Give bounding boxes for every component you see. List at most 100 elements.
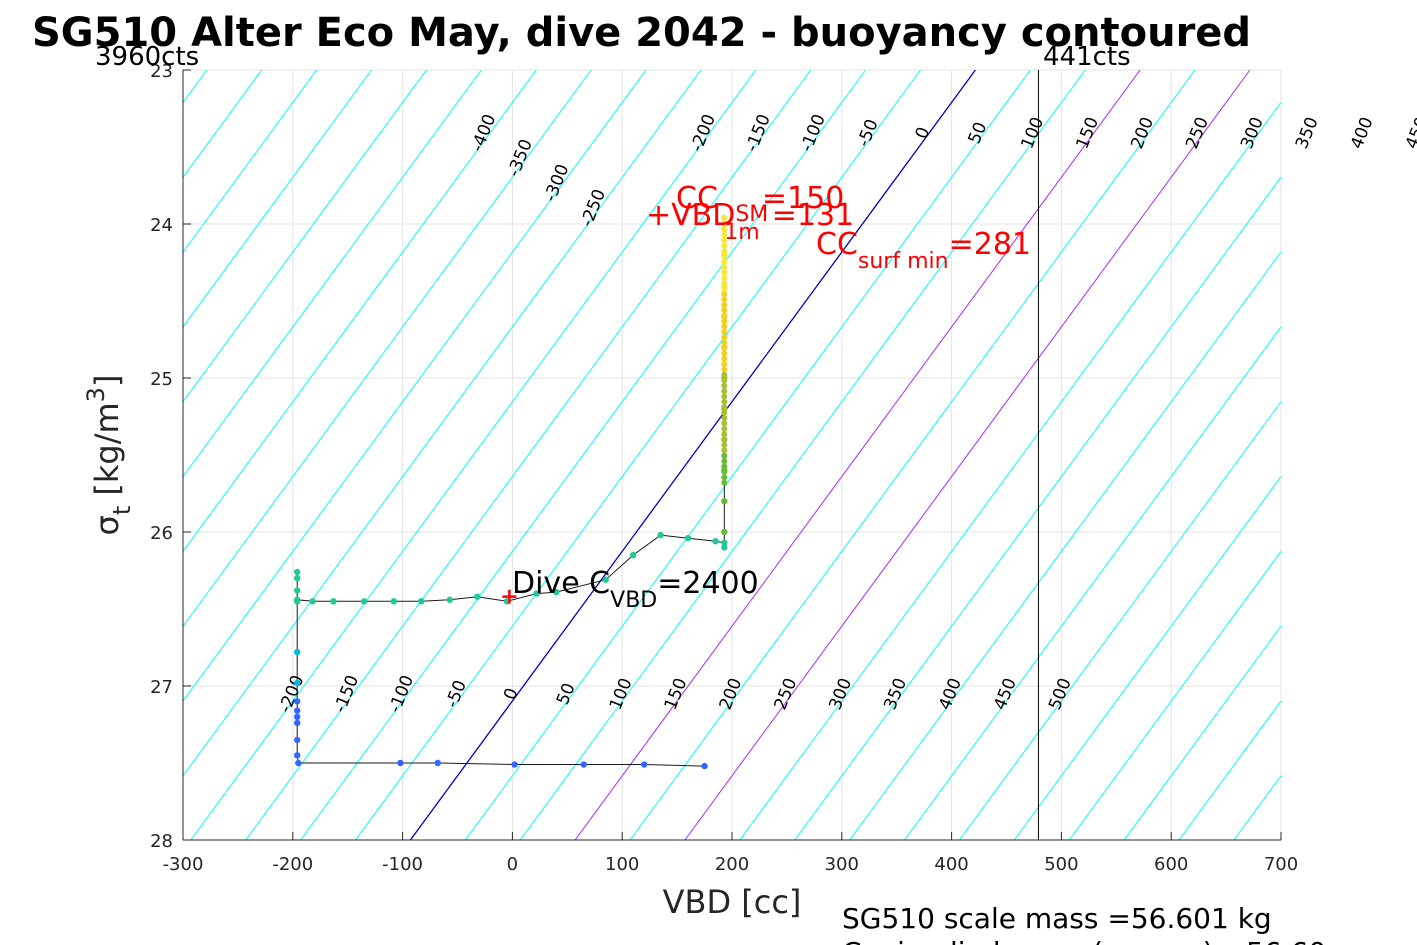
contour-line <box>1068 550 1281 840</box>
data-point <box>446 596 454 603</box>
contour-line <box>183 70 592 628</box>
data-point <box>721 377 728 384</box>
data-point <box>721 323 728 330</box>
contour-zero-line <box>409 70 976 840</box>
data-point <box>721 350 728 357</box>
x-tick-label: 600 <box>1154 854 1188 875</box>
contour-line <box>739 101 1281 840</box>
data-point <box>721 318 728 325</box>
data-point <box>721 425 728 432</box>
data-point <box>721 334 728 341</box>
y-axis-label: σt [kg/m3] <box>82 375 136 536</box>
contour-line <box>355 70 921 840</box>
data-point <box>721 404 728 411</box>
y-axis-units: [kg/m <box>88 402 126 495</box>
contour-line <box>245 70 812 840</box>
data-point <box>721 539 728 546</box>
x-tick-label: 200 <box>715 854 749 875</box>
contour-labels: -400-350-300-250-200 -150 -100 -50 0 50 100 150… <box>275 111 1417 715</box>
contour-label-top: 450 <box>1402 114 1417 152</box>
data-point <box>721 398 728 405</box>
data-point <box>629 551 637 559</box>
data-point <box>721 339 728 346</box>
data-point <box>390 598 398 605</box>
top-left-counts: 3960cts <box>95 42 199 72</box>
data-point <box>657 531 664 539</box>
y-axis-close: ] <box>88 375 126 387</box>
contour-line <box>629 70 1196 840</box>
contour-line <box>190 70 757 840</box>
data-point <box>721 264 728 271</box>
data-point <box>721 291 728 298</box>
data-point <box>721 498 728 505</box>
data-point <box>721 415 728 422</box>
data-point <box>293 707 301 714</box>
axis-ticks: -300 -200 -100 0 100 200 300 400 500 600 700 23 24 25… <box>150 61 1298 875</box>
contour-line <box>1123 625 1281 840</box>
data-point <box>721 431 728 438</box>
contour-line <box>300 70 867 840</box>
contour-line <box>183 70 482 478</box>
data-point <box>330 598 337 605</box>
contour-line <box>904 326 1281 840</box>
x-tick-label: -100 <box>382 854 423 875</box>
data-point <box>295 759 302 767</box>
svg-text:σt [kg/m3]: σt [kg/m3] <box>82 375 136 536</box>
data-point <box>721 441 728 448</box>
data-point <box>474 593 481 600</box>
footer-scale-mass: SG510 scale mass =56.601 kg <box>842 902 1272 935</box>
data-point <box>721 307 728 314</box>
data-point <box>721 247 728 254</box>
data-point <box>721 366 728 373</box>
vbd-sm-annotation: +VBDSM 1m =131 <box>646 198 854 245</box>
contour-line <box>1289 70 1417 840</box>
data-point <box>293 568 301 576</box>
data-point <box>293 713 301 720</box>
dive-cvbd-annotation: Dive CVBD=2400 <box>512 566 759 613</box>
data-point <box>434 759 441 767</box>
data-point <box>701 762 708 770</box>
contour-line <box>519 70 1086 840</box>
data-point <box>721 269 728 276</box>
contour-magenta-line <box>684 70 1251 840</box>
contour-line <box>183 70 372 328</box>
y-axis-sub: t <box>108 506 136 515</box>
data-point <box>721 328 728 335</box>
data-point <box>721 468 728 475</box>
data-point <box>721 361 728 368</box>
x-tick-label: 300 <box>825 854 859 875</box>
data-point <box>721 242 728 249</box>
data-point <box>293 752 301 759</box>
data-point <box>721 258 728 265</box>
data-point <box>721 274 728 281</box>
cc-annotation: CC =150 <box>676 181 844 216</box>
footer-implied-mass: C... implied mass (onspec) =56.60... <box>842 936 1353 945</box>
top-right-counts: 441cts <box>1043 42 1131 72</box>
data-point <box>721 474 728 481</box>
contour-line <box>183 70 647 702</box>
data-point <box>721 312 728 319</box>
contour-label-top: 400 <box>1347 114 1378 152</box>
x-tick-label: 500 <box>1044 854 1078 875</box>
contour-magenta-line <box>574 70 1141 840</box>
data-point <box>553 588 560 596</box>
data-point <box>721 221 728 227</box>
contour-line <box>183 70 318 253</box>
x-tick-label: -200 <box>272 854 313 875</box>
contour-line <box>1344 70 1417 840</box>
data-point <box>511 761 518 768</box>
x-tick-label: 100 <box>605 854 639 875</box>
data-point <box>397 759 404 767</box>
contour-line <box>849 251 1281 840</box>
y-axis-sup: 3 <box>82 387 110 402</box>
y-tick-label: 24 <box>150 215 173 236</box>
x-tick-label: 0 <box>507 854 518 875</box>
data-point <box>293 596 301 603</box>
data-point <box>721 285 728 292</box>
data-point <box>721 301 728 308</box>
contour-lines <box>183 70 1417 840</box>
y-axis-sigma: σ <box>88 515 126 535</box>
data-point <box>721 237 728 244</box>
dive-cvbd-marker <box>502 589 517 604</box>
data-point <box>721 463 728 470</box>
